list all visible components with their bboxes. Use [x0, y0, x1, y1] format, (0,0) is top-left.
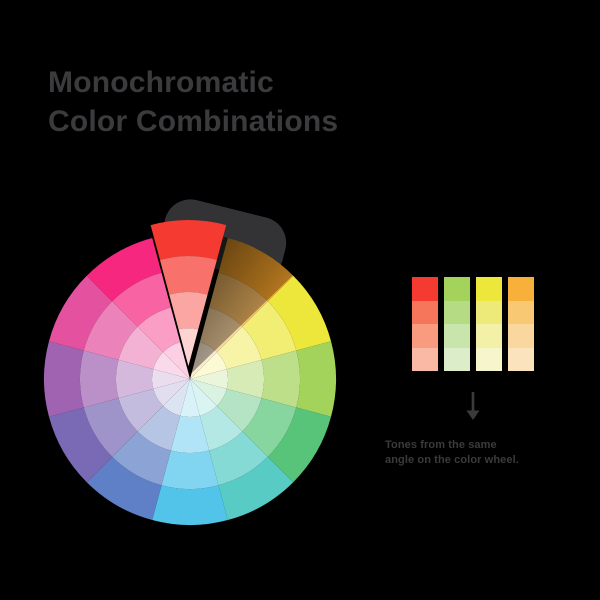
- swatch-red-tones-2[interactable]: [412, 300, 438, 324]
- wheel-sector-green-ring2[interactable]: [242, 398, 297, 457]
- arrow-down-icon: [456, 390, 490, 422]
- wheel-sector-yellow-green-ring4[interactable]: [190, 369, 229, 389]
- wheel-sector-indigo-ring1[interactable]: [48, 407, 113, 483]
- wheel-sector-magenta-ring3[interactable]: [118, 326, 164, 370]
- wheel-sector-cyan-ring4[interactable]: [180, 379, 200, 417]
- wheel-sector-pink-ring2[interactable]: [112, 272, 171, 327]
- wheel-sector-magenta-ring4[interactable]: [153, 352, 190, 379]
- swatch-yellow-tones-2[interactable]: [476, 300, 502, 324]
- swatch-green-tones-3[interactable]: [444, 324, 470, 348]
- swatch-column-orange-tones[interactable]: [508, 277, 534, 371]
- swatch-green-tones-2[interactable]: [444, 300, 470, 324]
- swatch-green-tones-4[interactable]: [444, 347, 470, 371]
- wheel-sector-teal-ring4[interactable]: [190, 379, 217, 416]
- swatch-red-tones-4[interactable]: [412, 347, 438, 371]
- swatch-orange-tones-3[interactable]: [508, 324, 534, 348]
- caption-line-2: angle on the color wheel.: [385, 454, 519, 466]
- caption-line-1: Tones from the same: [385, 439, 497, 451]
- swatch-yellow-tones-1[interactable]: [476, 277, 502, 301]
- wheel-sector-teal-ring1[interactable]: [218, 456, 294, 521]
- wheel-sector-purple-ring2[interactable]: [80, 350, 119, 408]
- wheel-sector-purple-ring3[interactable]: [116, 359, 154, 399]
- highlight-wedge-ring3[interactable]: [169, 292, 208, 330]
- wheel-sector-purple-ring1[interactable]: [44, 341, 84, 417]
- wheel-sector-blue-ring1[interactable]: [86, 456, 162, 521]
- wheel-sector-blue-ring2[interactable]: [112, 431, 171, 486]
- swatch-yellow-tones-4[interactable]: [476, 347, 502, 371]
- wheel-sector-green-ring4[interactable]: [190, 379, 227, 406]
- wheel-sector-yellow-ring2[interactable]: [242, 301, 297, 360]
- swatch-column-yellow-tones[interactable]: [476, 277, 502, 371]
- wheel-sectors[interactable]: [44, 237, 336, 525]
- swatch-orange-tones-2[interactable]: [508, 300, 534, 324]
- tone-swatch-panel: [412, 277, 534, 371]
- swatch-yellow-tones-3[interactable]: [476, 324, 502, 348]
- wheel-sector-blue-ring4[interactable]: [163, 379, 190, 416]
- wheel-sector-teal-ring2[interactable]: [209, 431, 268, 486]
- wheel-sector-purple-ring4[interactable]: [152, 369, 190, 389]
- wheel-sector-yellow-green-ring2[interactable]: [261, 350, 300, 408]
- swatch-column-green-tones[interactable]: [444, 277, 470, 371]
- wheel-sector-magenta-ring2[interactable]: [83, 301, 138, 360]
- wheel-sector-yellow-ring3[interactable]: [216, 326, 262, 370]
- wheel-sector-yellow-green-ring1[interactable]: [296, 341, 336, 417]
- arrow-down-glyph: [466, 392, 480, 420]
- wheel-sector-pink-ring3[interactable]: [137, 307, 181, 353]
- wheel-sector-green-ring1[interactable]: [267, 407, 332, 483]
- wheel-sector-cyan-ring3[interactable]: [170, 415, 210, 453]
- wheel-sector-pink-ring1[interactable]: [86, 237, 162, 302]
- caption-block: Tones from the same angle on the color w…: [385, 438, 575, 468]
- color-wheel-svg: [44, 199, 336, 525]
- wheel-sector-indigo-ring2[interactable]: [83, 398, 138, 457]
- color-wheel[interactable]: [28, 198, 358, 528]
- title-line-1: Monochromatic: [48, 66, 274, 99]
- swatch-red-tones-1[interactable]: [412, 277, 438, 301]
- wheel-sector-cyan-ring1[interactable]: [152, 485, 228, 525]
- swatch-orange-tones-1[interactable]: [508, 277, 534, 301]
- highlight-wedge-ring2[interactable]: [159, 256, 217, 295]
- wheel-sector-pink-ring4[interactable]: [163, 342, 190, 379]
- wheel-sector-yellow-ring1[interactable]: [267, 275, 332, 351]
- wheel-sector-cyan-ring2[interactable]: [161, 450, 219, 489]
- wheel-sector-magenta-ring1[interactable]: [48, 275, 113, 351]
- highlight-wedge-ring4[interactable]: [178, 328, 199, 367]
- page-title: Monochromatic Color Combinations: [48, 63, 488, 141]
- wheel-sector-blue-ring3[interactable]: [137, 405, 181, 451]
- title-line-2: Color Combinations: [48, 105, 339, 138]
- wedge-drop-shadow: [189, 233, 299, 376]
- wheel-sector-indigo-ring3[interactable]: [118, 388, 164, 432]
- wheel-sector-yellow-ring4[interactable]: [190, 352, 227, 379]
- highlighted-wedge-red[interactable]: [150, 220, 227, 367]
- wheel-sector-yellow-green-ring3[interactable]: [226, 359, 264, 399]
- swatch-green-tones-1[interactable]: [444, 277, 470, 301]
- wheel-sector-teal-ring3[interactable]: [199, 405, 243, 451]
- wheel-sector-indigo-ring4[interactable]: [153, 379, 190, 406]
- swatch-red-tones-3[interactable]: [412, 324, 438, 348]
- swatch-column-red-tones[interactable]: [412, 277, 438, 371]
- swatch-orange-tones-4[interactable]: [508, 347, 534, 371]
- highlight-wedge-ring1[interactable]: [150, 220, 227, 260]
- wheel-sector-green-ring3[interactable]: [216, 388, 262, 432]
